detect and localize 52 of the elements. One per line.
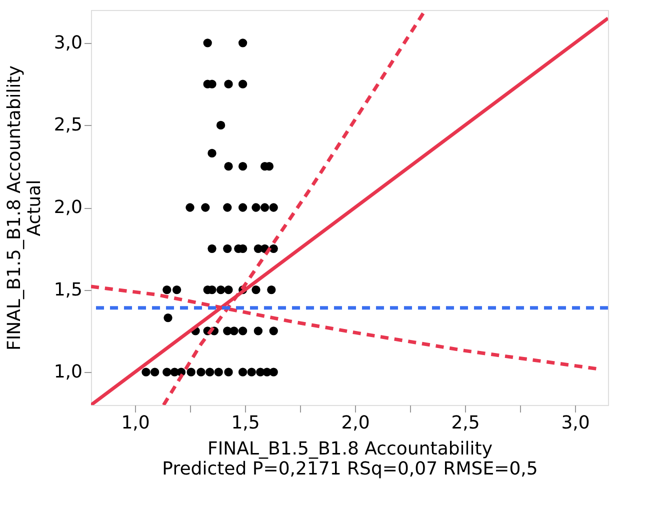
point	[238, 38, 248, 48]
point	[216, 120, 226, 130]
point	[172, 285, 182, 294]
point	[186, 203, 194, 212]
point	[252, 285, 260, 294]
point	[238, 203, 248, 212]
y-tick-label: 2,0	[54, 197, 82, 218]
point	[247, 368, 256, 376]
y-tick-label: 2,5	[54, 114, 82, 136]
y-tick-label: 1,5	[54, 279, 82, 300]
y-tick-label: 1,0	[54, 362, 82, 383]
point	[208, 148, 216, 158]
point	[223, 244, 232, 253]
point	[205, 368, 214, 376]
y-tick-label: 3,0	[54, 32, 82, 54]
point	[162, 368, 172, 376]
point	[260, 203, 270, 212]
point	[208, 244, 216, 253]
point	[238, 368, 248, 376]
point	[214, 368, 223, 376]
point	[238, 326, 248, 336]
point	[230, 326, 238, 336]
point	[252, 203, 260, 212]
point	[186, 368, 196, 376]
point	[224, 285, 233, 294]
point	[142, 368, 150, 376]
point	[162, 285, 172, 294]
x-tick-label: 2,5	[451, 412, 480, 434]
point	[216, 285, 226, 294]
point	[254, 326, 263, 336]
point	[269, 368, 278, 376]
point	[150, 368, 160, 376]
point	[164, 313, 172, 322]
point	[269, 203, 278, 212]
point	[224, 162, 233, 171]
point	[238, 80, 248, 88]
point	[269, 244, 278, 253]
x-axis-title: FINAL_B1.5_B1.8 Accountability Predicted P=0,2171 RSq=0,07 RMSE=0,5	[162, 438, 538, 480]
point	[224, 80, 233, 88]
point	[224, 368, 233, 376]
point	[269, 326, 278, 336]
point	[201, 203, 210, 212]
point	[203, 38, 212, 48]
x-tick-label: 3,0	[561, 412, 590, 434]
point	[223, 203, 232, 212]
point	[196, 368, 206, 376]
x-tick-label: 2,0	[341, 412, 370, 434]
y-axis-title: FINAL_B1.5_B1.8 Accountability Actual	[4, 65, 45, 350]
x-tick-label: 1,5	[231, 412, 260, 434]
x-tick-label: 1,0	[121, 412, 150, 434]
point	[238, 162, 248, 171]
point	[267, 285, 276, 294]
